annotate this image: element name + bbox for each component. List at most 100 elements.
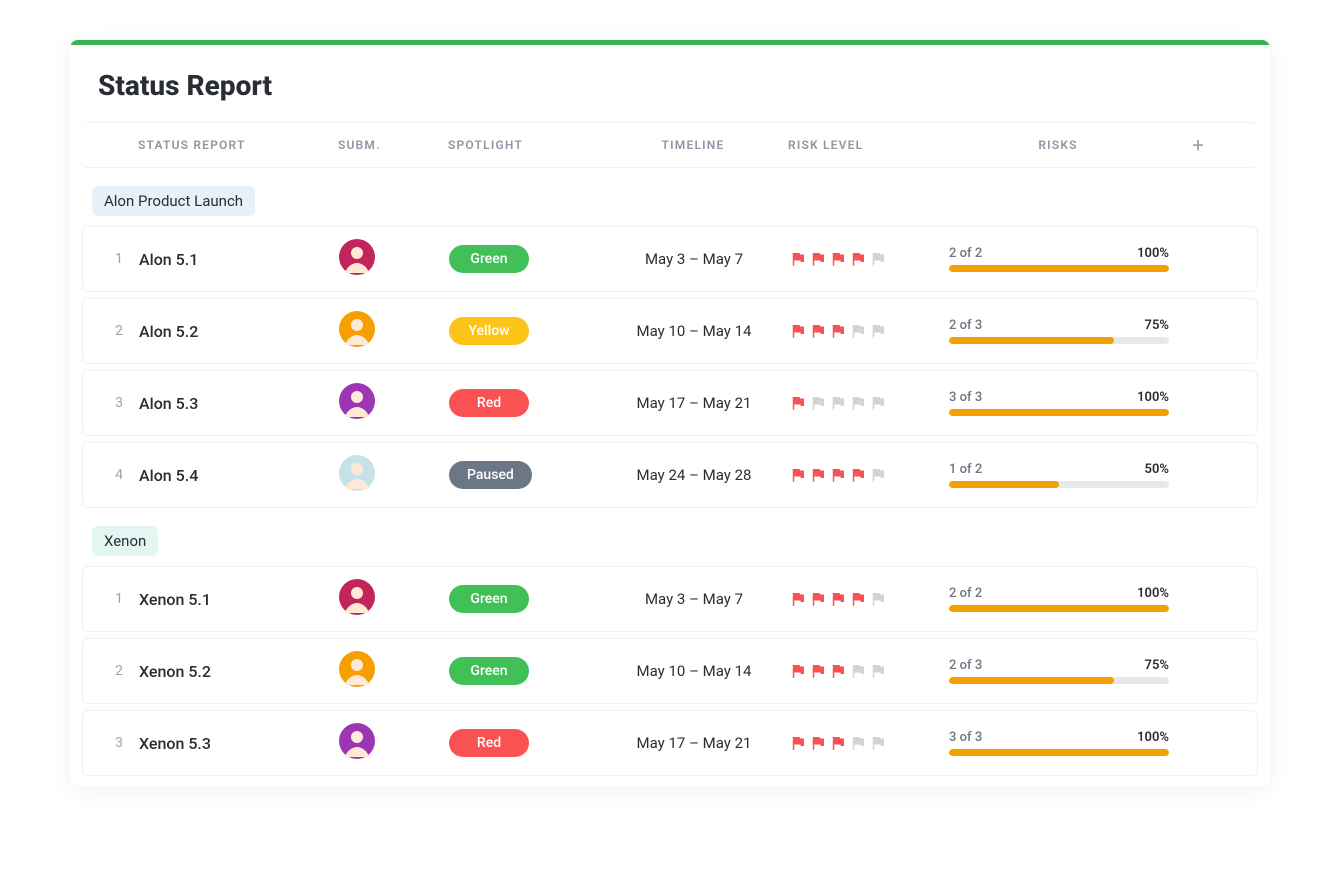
row-name[interactable]: Alon 5.3: [139, 394, 339, 413]
flag-icon: [829, 734, 847, 752]
table-row[interactable]: 1Xenon 5.1 Green May 3 – May 7 2 of 2100%: [82, 566, 1258, 632]
spotlight-badge[interactable]: Red: [449, 729, 529, 757]
flag-icon: [789, 466, 807, 484]
timeline-cell[interactable]: May 10 – May 14: [599, 322, 789, 340]
subm-cell[interactable]: [339, 455, 449, 495]
progress-fill: [949, 749, 1169, 756]
progress-fill: [949, 481, 1059, 488]
col-spotlight[interactable]: SPOTLIGHT: [448, 138, 598, 152]
subm-cell[interactable]: [339, 383, 449, 423]
flag-icon: [869, 250, 887, 268]
spotlight-badge[interactable]: Green: [449, 657, 529, 685]
row-name[interactable]: Xenon 5.3: [139, 734, 339, 753]
progress-fill: [949, 677, 1114, 684]
flag-icon: [809, 662, 827, 680]
table-row[interactable]: 4Alon 5.4 Paused May 24 – May 28 1 of 250%: [82, 442, 1258, 508]
risks-cell[interactable]: 2 of 375%: [949, 658, 1169, 684]
risks-cell[interactable]: 3 of 3100%: [949, 390, 1169, 416]
row-number: 3: [99, 735, 139, 751]
risks-count: 3 of 3: [949, 730, 982, 745]
spotlight-badge[interactable]: Green: [449, 585, 529, 613]
row-name[interactable]: Alon 5.2: [139, 322, 339, 341]
risks-cell[interactable]: 2 of 3 75%: [949, 318, 1169, 344]
row-name[interactable]: Alon 5.1: [139, 250, 339, 269]
risks-count: 1 of 2: [949, 462, 982, 477]
row-number: 1: [99, 591, 139, 607]
col-status-report[interactable]: STATUS REPORT: [138, 138, 338, 152]
add-column-button[interactable]: +: [1168, 133, 1228, 157]
row-name[interactable]: Xenon 5.1: [139, 590, 339, 609]
flag-icon: [789, 250, 807, 268]
timeline-cell[interactable]: May 17 – May 21: [599, 734, 789, 752]
flag-icon: [869, 734, 887, 752]
timeline-cell[interactable]: May 24 – May 28: [599, 466, 789, 484]
flag-icon: [789, 394, 807, 412]
subm-cell[interactable]: [339, 723, 449, 763]
timeline-cell[interactable]: May 3 – May 7: [599, 250, 789, 268]
section: Alon Product Launch1Alon 5.1GreenMay 3 –…: [82, 186, 1258, 508]
risk-level-flags[interactable]: [789, 466, 949, 484]
table-row[interactable]: 2Xenon 5.2GreenMay 10 – May 142 of 375%: [82, 638, 1258, 704]
flag-icon: [829, 250, 847, 268]
risk-level-flags[interactable]: [789, 394, 949, 412]
avatar[interactable]: [339, 455, 375, 491]
col-timeline[interactable]: TIMELINE: [598, 138, 788, 152]
row-number: 4: [99, 467, 139, 483]
progress-track: [949, 265, 1169, 272]
flag-icon: [849, 590, 867, 608]
table-row[interactable]: 2Alon 5.2 Yellow May 10 – May 14 2 of 3 75%: [82, 298, 1258, 364]
section-chip[interactable]: Xenon: [92, 526, 158, 556]
risk-level-flags[interactable]: [789, 662, 949, 680]
risks-count: 2 of 3: [949, 318, 982, 333]
subm-cell[interactable]: [339, 579, 449, 619]
subm-cell[interactable]: [339, 311, 449, 351]
table-row[interactable]: 3Xenon 5.3 Red May 17 – May 21 3 of 3100%: [82, 710, 1258, 776]
risks-count: 2 of 2: [949, 586, 982, 601]
spotlight-badge[interactable]: Green: [449, 245, 529, 273]
progress-track: [949, 409, 1169, 416]
spotlight-badge[interactable]: Red: [449, 389, 529, 417]
flag-icon: [809, 590, 827, 608]
avatar[interactable]: [339, 383, 375, 419]
avatar[interactable]: [339, 723, 375, 759]
risk-level-flags[interactable]: [789, 734, 949, 752]
table-row[interactable]: 3Alon 5.3RedMay 17 – May 213 of 3100%: [82, 370, 1258, 436]
progress-track: [949, 677, 1169, 684]
risks-cell[interactable]: 2 of 2100%: [949, 246, 1169, 272]
row-name[interactable]: Alon 5.4: [139, 466, 339, 485]
col-risks[interactable]: RISKS: [948, 138, 1168, 152]
risks-cell[interactable]: 3 of 3100%: [949, 730, 1169, 756]
risk-level-flags[interactable]: [789, 590, 949, 608]
timeline-cell[interactable]: May 3 – May 7: [599, 590, 789, 608]
section-chip[interactable]: Alon Product Launch: [92, 186, 255, 216]
row-number: 2: [99, 323, 139, 339]
risks-percent: 75%: [1145, 318, 1169, 333]
subm-cell[interactable]: [339, 651, 449, 691]
section: Xenon 1Xenon 5.1 Green May 3 – May 7 2 of 21…: [82, 526, 1258, 776]
flag-icon: [809, 734, 827, 752]
risks-cell[interactable]: 2 of 2100%: [949, 586, 1169, 612]
col-subm[interactable]: SUBM.: [338, 138, 448, 152]
flag-icon: [869, 322, 887, 340]
flag-icon: [869, 466, 887, 484]
spotlight-badge[interactable]: Yellow: [449, 317, 529, 345]
avatar[interactable]: [339, 239, 375, 275]
risk-level-flags[interactable]: [789, 322, 949, 340]
flag-icon: [849, 466, 867, 484]
timeline-cell[interactable]: May 17 – May 21: [599, 394, 789, 412]
page-title: Status Report: [70, 45, 1270, 122]
row-name[interactable]: Xenon 5.2: [139, 662, 339, 681]
table-row[interactable]: 1Alon 5.1GreenMay 3 – May 72 of 2100%: [82, 226, 1258, 292]
flag-icon: [789, 734, 807, 752]
risks-cell[interactable]: 1 of 250%: [949, 462, 1169, 488]
avatar[interactable]: [339, 311, 375, 347]
subm-cell[interactable]: [339, 239, 449, 279]
risk-level-flags[interactable]: [789, 250, 949, 268]
col-risk-level[interactable]: RISK LEVEL: [788, 138, 948, 152]
avatar[interactable]: [339, 579, 375, 615]
spotlight-badge[interactable]: Paused: [449, 461, 532, 489]
timeline-cell[interactable]: May 10 – May 14: [599, 662, 789, 680]
flag-icon: [869, 394, 887, 412]
avatar[interactable]: [339, 651, 375, 687]
risks-count: 3 of 3: [949, 390, 982, 405]
